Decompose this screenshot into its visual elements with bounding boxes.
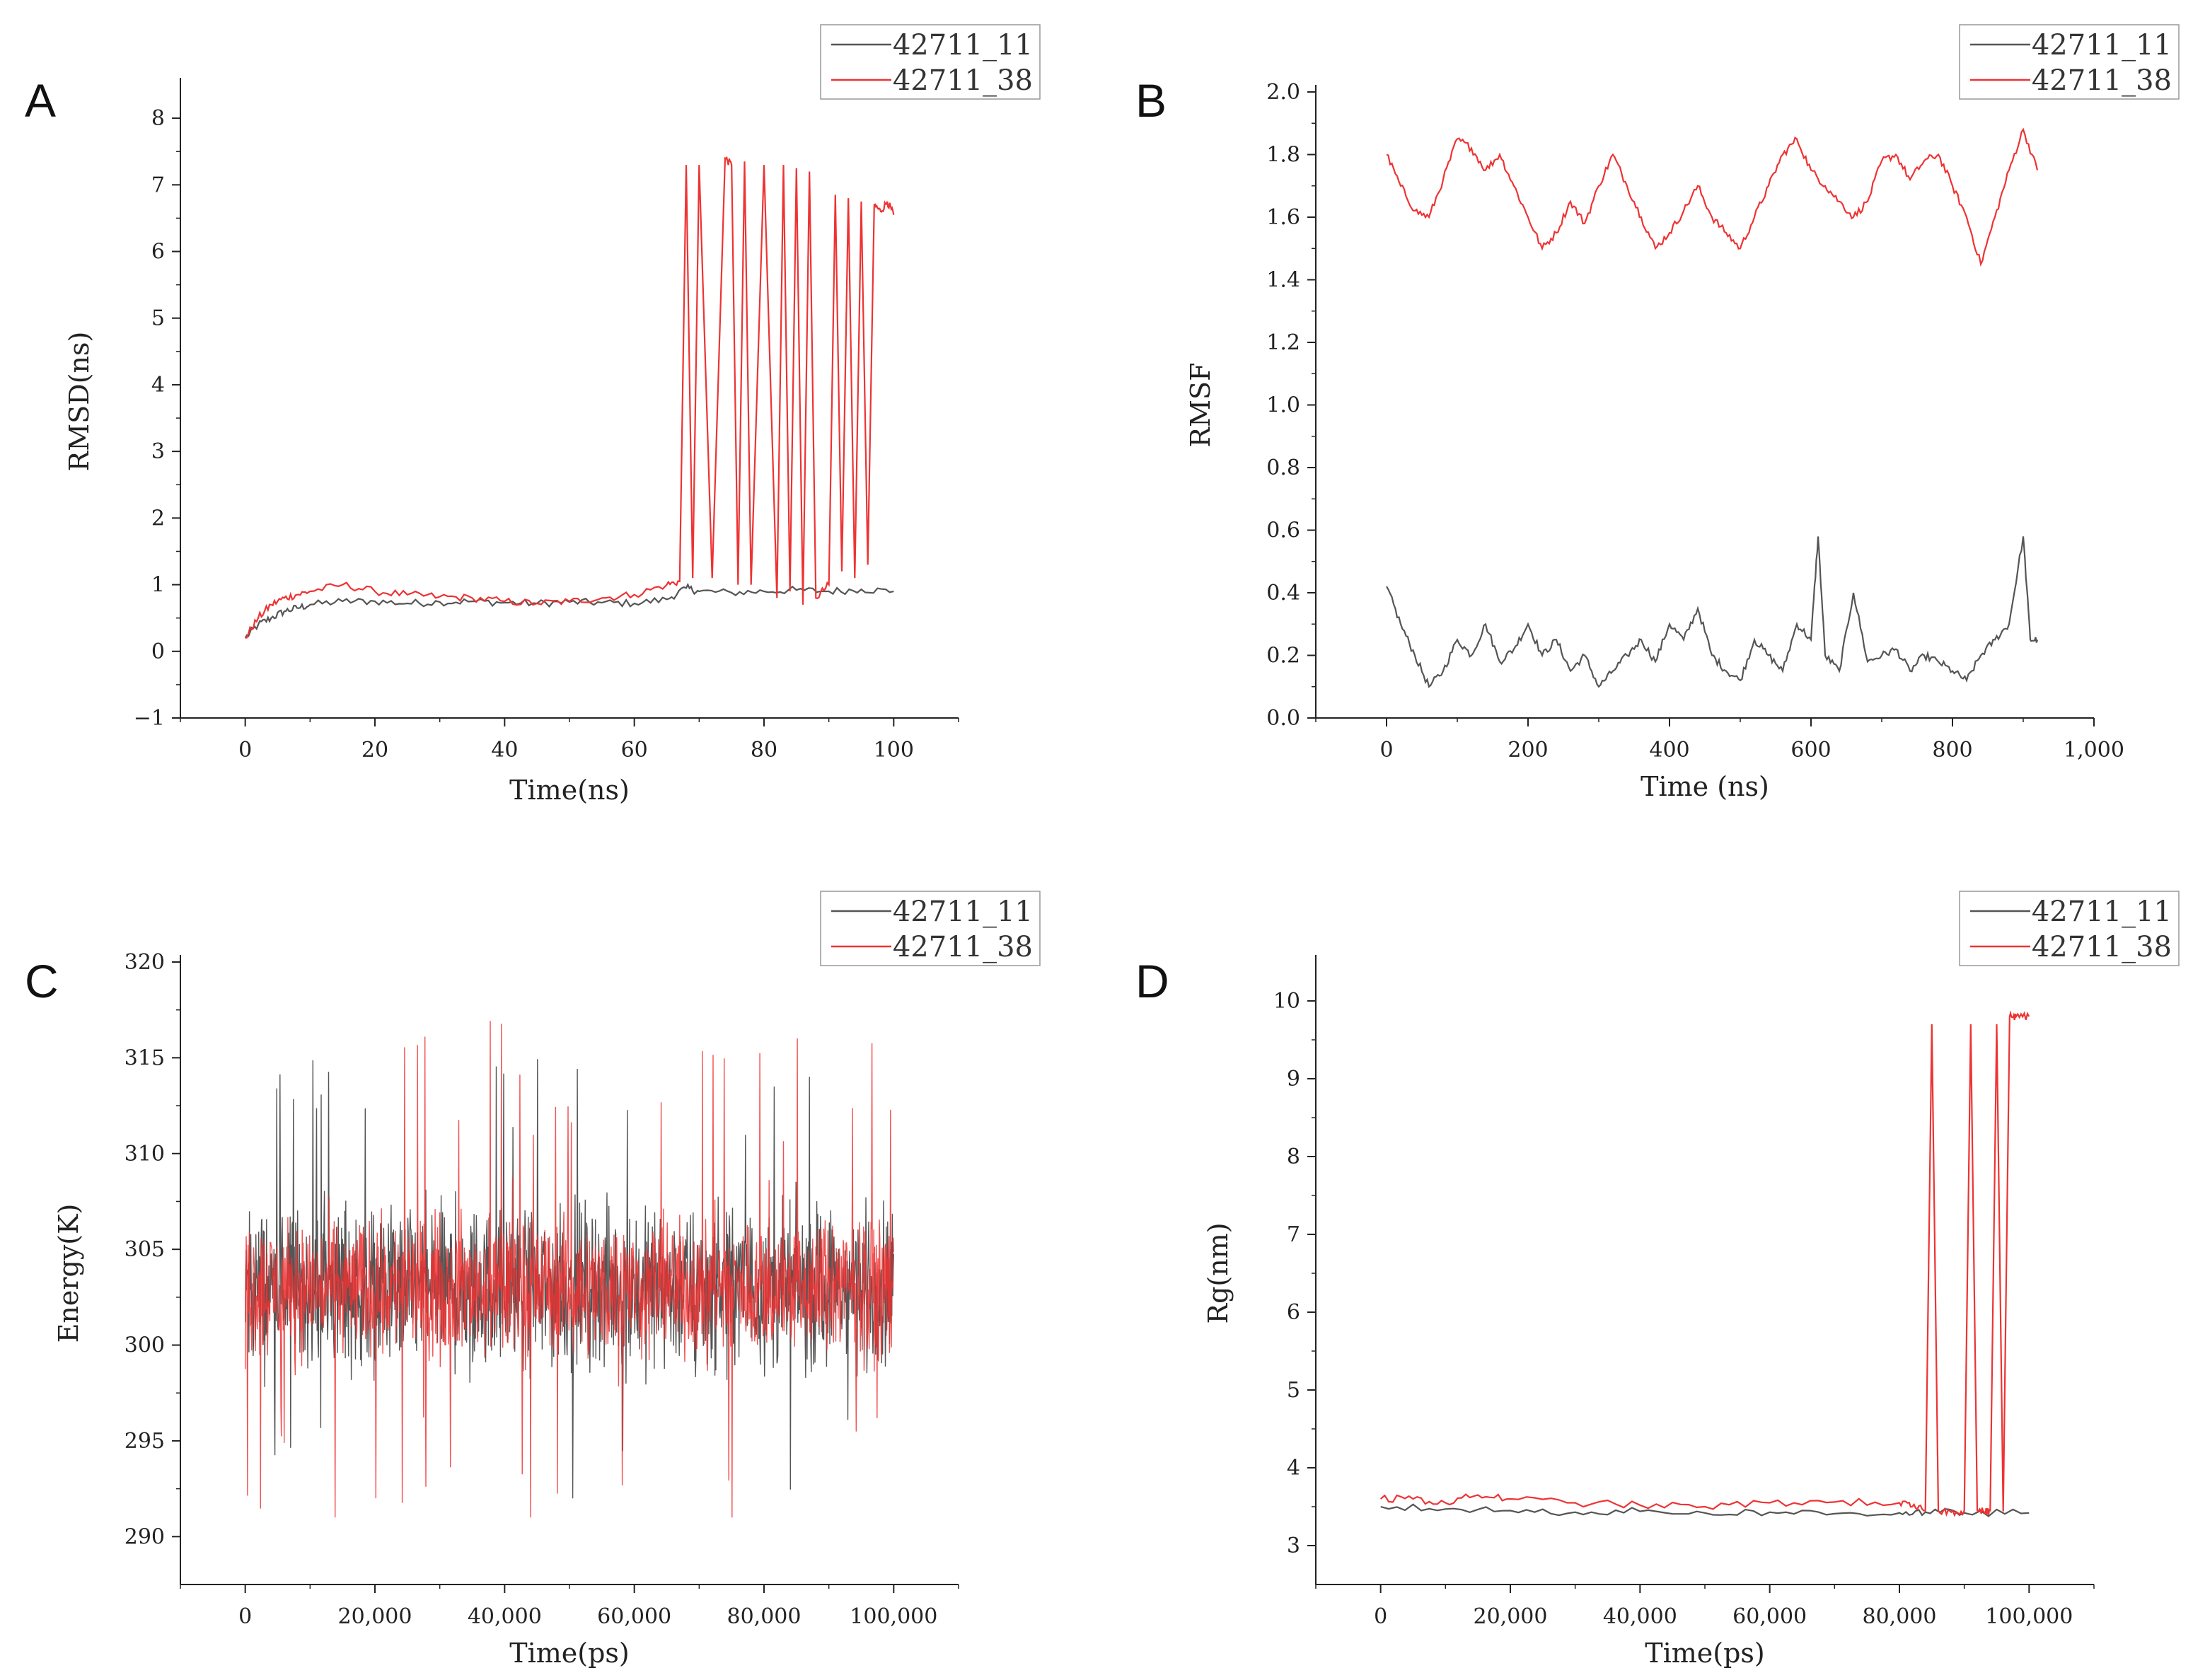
y-tick-label: 310 [125,1142,165,1166]
legend-entry: 42711_11 [893,896,1033,928]
y-axis-label: RMSD(ns) [64,332,95,472]
x-axis-label: Time(ps) [509,1638,630,1669]
y-tick-label: 1.4 [1266,268,1300,293]
legend-entry: 42711_38 [2032,64,2172,97]
x-tick-label: 40 [491,738,518,763]
legend-box [820,891,1041,966]
panel-letter: A [25,74,56,127]
y-tick-label: 305 [125,1237,165,1262]
y-tick-label: 320 [125,950,165,975]
x-tick-label: 0 [1374,1604,1387,1629]
y-tick-label: 1.0 [1266,393,1300,418]
x-tick-label: 400 [1649,738,1689,763]
y-tick-label: 9 [1287,1067,1300,1091]
y-tick-label: 315 [125,1045,165,1070]
series-line-1 [1386,536,2039,688]
x-tick-label: 0 [238,1604,252,1629]
y-tick-label: 2.0 [1266,80,1300,105]
y-tick-label: 6 [151,240,165,265]
x-tick-label: 40,000 [468,1604,542,1629]
x-tick-label: 1,000 [2064,738,2124,763]
x-tick-label: 100,000 [850,1604,937,1629]
y-tick-label: 0.8 [1266,456,1300,480]
y-tick-label: 4 [151,373,165,398]
x-tick-label: 60,000 [1732,1604,1807,1629]
x-tick-label: 80,000 [1863,1604,1937,1629]
y-tick-label: 8 [1287,1145,1300,1169]
y-tick-label: 7 [1287,1222,1300,1247]
x-axis-label: Time(ns) [509,775,630,806]
legend-box [820,24,1041,100]
panel-c: C 290 295 300 305 310 315 320 0 20,000 40,000 60,00… [25,891,1041,1669]
panel-letter: B [1135,74,1167,127]
legend-entry: 42711_11 [2032,29,2172,62]
y-tick-label: 6 [1287,1300,1300,1325]
series-line-2 [1386,127,2039,267]
x-tick-label: 600 [1790,738,1831,763]
series-line-2 [245,156,895,639]
y-tick-label: 0.4 [1266,581,1300,606]
legend-entry: 42711_11 [2032,896,2172,928]
x-tick-label: 60 [621,738,648,763]
y-tick-label: 0.0 [1266,706,1300,731]
x-tick-label: 60,000 [597,1604,671,1629]
y-tick-label: 5 [1287,1378,1300,1403]
y-tick-label: 8 [151,106,165,131]
x-tick-label: 20,000 [1474,1604,1548,1629]
y-axis-label: Rg(nm) [1203,1222,1234,1323]
x-axis-label: Time(ps) [1645,1638,1765,1669]
series-line-2 [245,1021,894,1518]
x-tick-label: 40,000 [1603,1604,1677,1629]
y-tick-label: 7 [151,173,165,197]
panel-d: D 3 4 5 6 7 8 9 10 0 20,000 40,000 60,000 80,000 100,0… [1135,891,2180,1669]
panel-letter: C [25,955,59,1007]
x-axis-label: Time (ns) [1641,771,1769,802]
x-tick-label: 200 [1508,738,1548,763]
y-tick-label: 295 [125,1429,165,1454]
y-tick-label: 1 [151,573,165,598]
y-tick-label: 1.8 [1266,143,1300,168]
legend-entry: 42711_38 [2032,931,2172,963]
y-axis-label: Energy(K) [53,1204,84,1343]
x-tick-label: 800 [1932,738,1972,763]
panel-b: B 0.0 0.2 0.4 0.6 0.8 1.0 1.2 1.4 1.6 1.8 2.0 0 200 40… [1135,24,2180,802]
series-line-1 [245,1059,894,1499]
legend-box [1959,24,2180,100]
y-tick-label: 3 [1287,1534,1300,1558]
series-line-1 [1380,1503,2030,1517]
y-tick-label: 0 [151,639,165,664]
y-tick-label: 10 [1273,989,1300,1014]
x-tick-label: 20,000 [338,1604,412,1629]
y-tick-label: 1.6 [1266,205,1300,230]
x-tick-label: 20 [361,738,388,763]
x-tick-label: 0 [1379,738,1393,763]
legend-entry: 42711_11 [893,29,1033,62]
y-tick-label: 0.2 [1266,644,1300,668]
x-tick-label: 0 [238,738,252,763]
x-tick-label: 100,000 [1985,1604,2073,1629]
y-tick-label: 0.6 [1266,519,1300,543]
y-tick-label: 5 [151,306,165,331]
y-tick-label: 1.2 [1266,330,1300,355]
x-tick-label: 100 [874,738,914,763]
y-tick-label: 2 [151,506,165,531]
y-tick-label: 290 [125,1524,165,1549]
legend-entry: 42711_38 [893,931,1033,963]
y-axis-label: RMSF [1185,363,1216,448]
legend-box [1959,891,2180,966]
x-tick-label: 80 [751,738,777,763]
panel-letter: D [1135,955,1169,1007]
y-tick-label: 3 [151,439,165,464]
y-tick-label: −1 [134,706,165,731]
y-tick-label: 4 [1287,1456,1300,1481]
x-tick-label: 80,000 [727,1604,802,1629]
legend-entry: 42711_38 [893,64,1033,97]
y-tick-label: 300 [125,1333,165,1358]
series-line-2 [1379,1010,2030,1517]
